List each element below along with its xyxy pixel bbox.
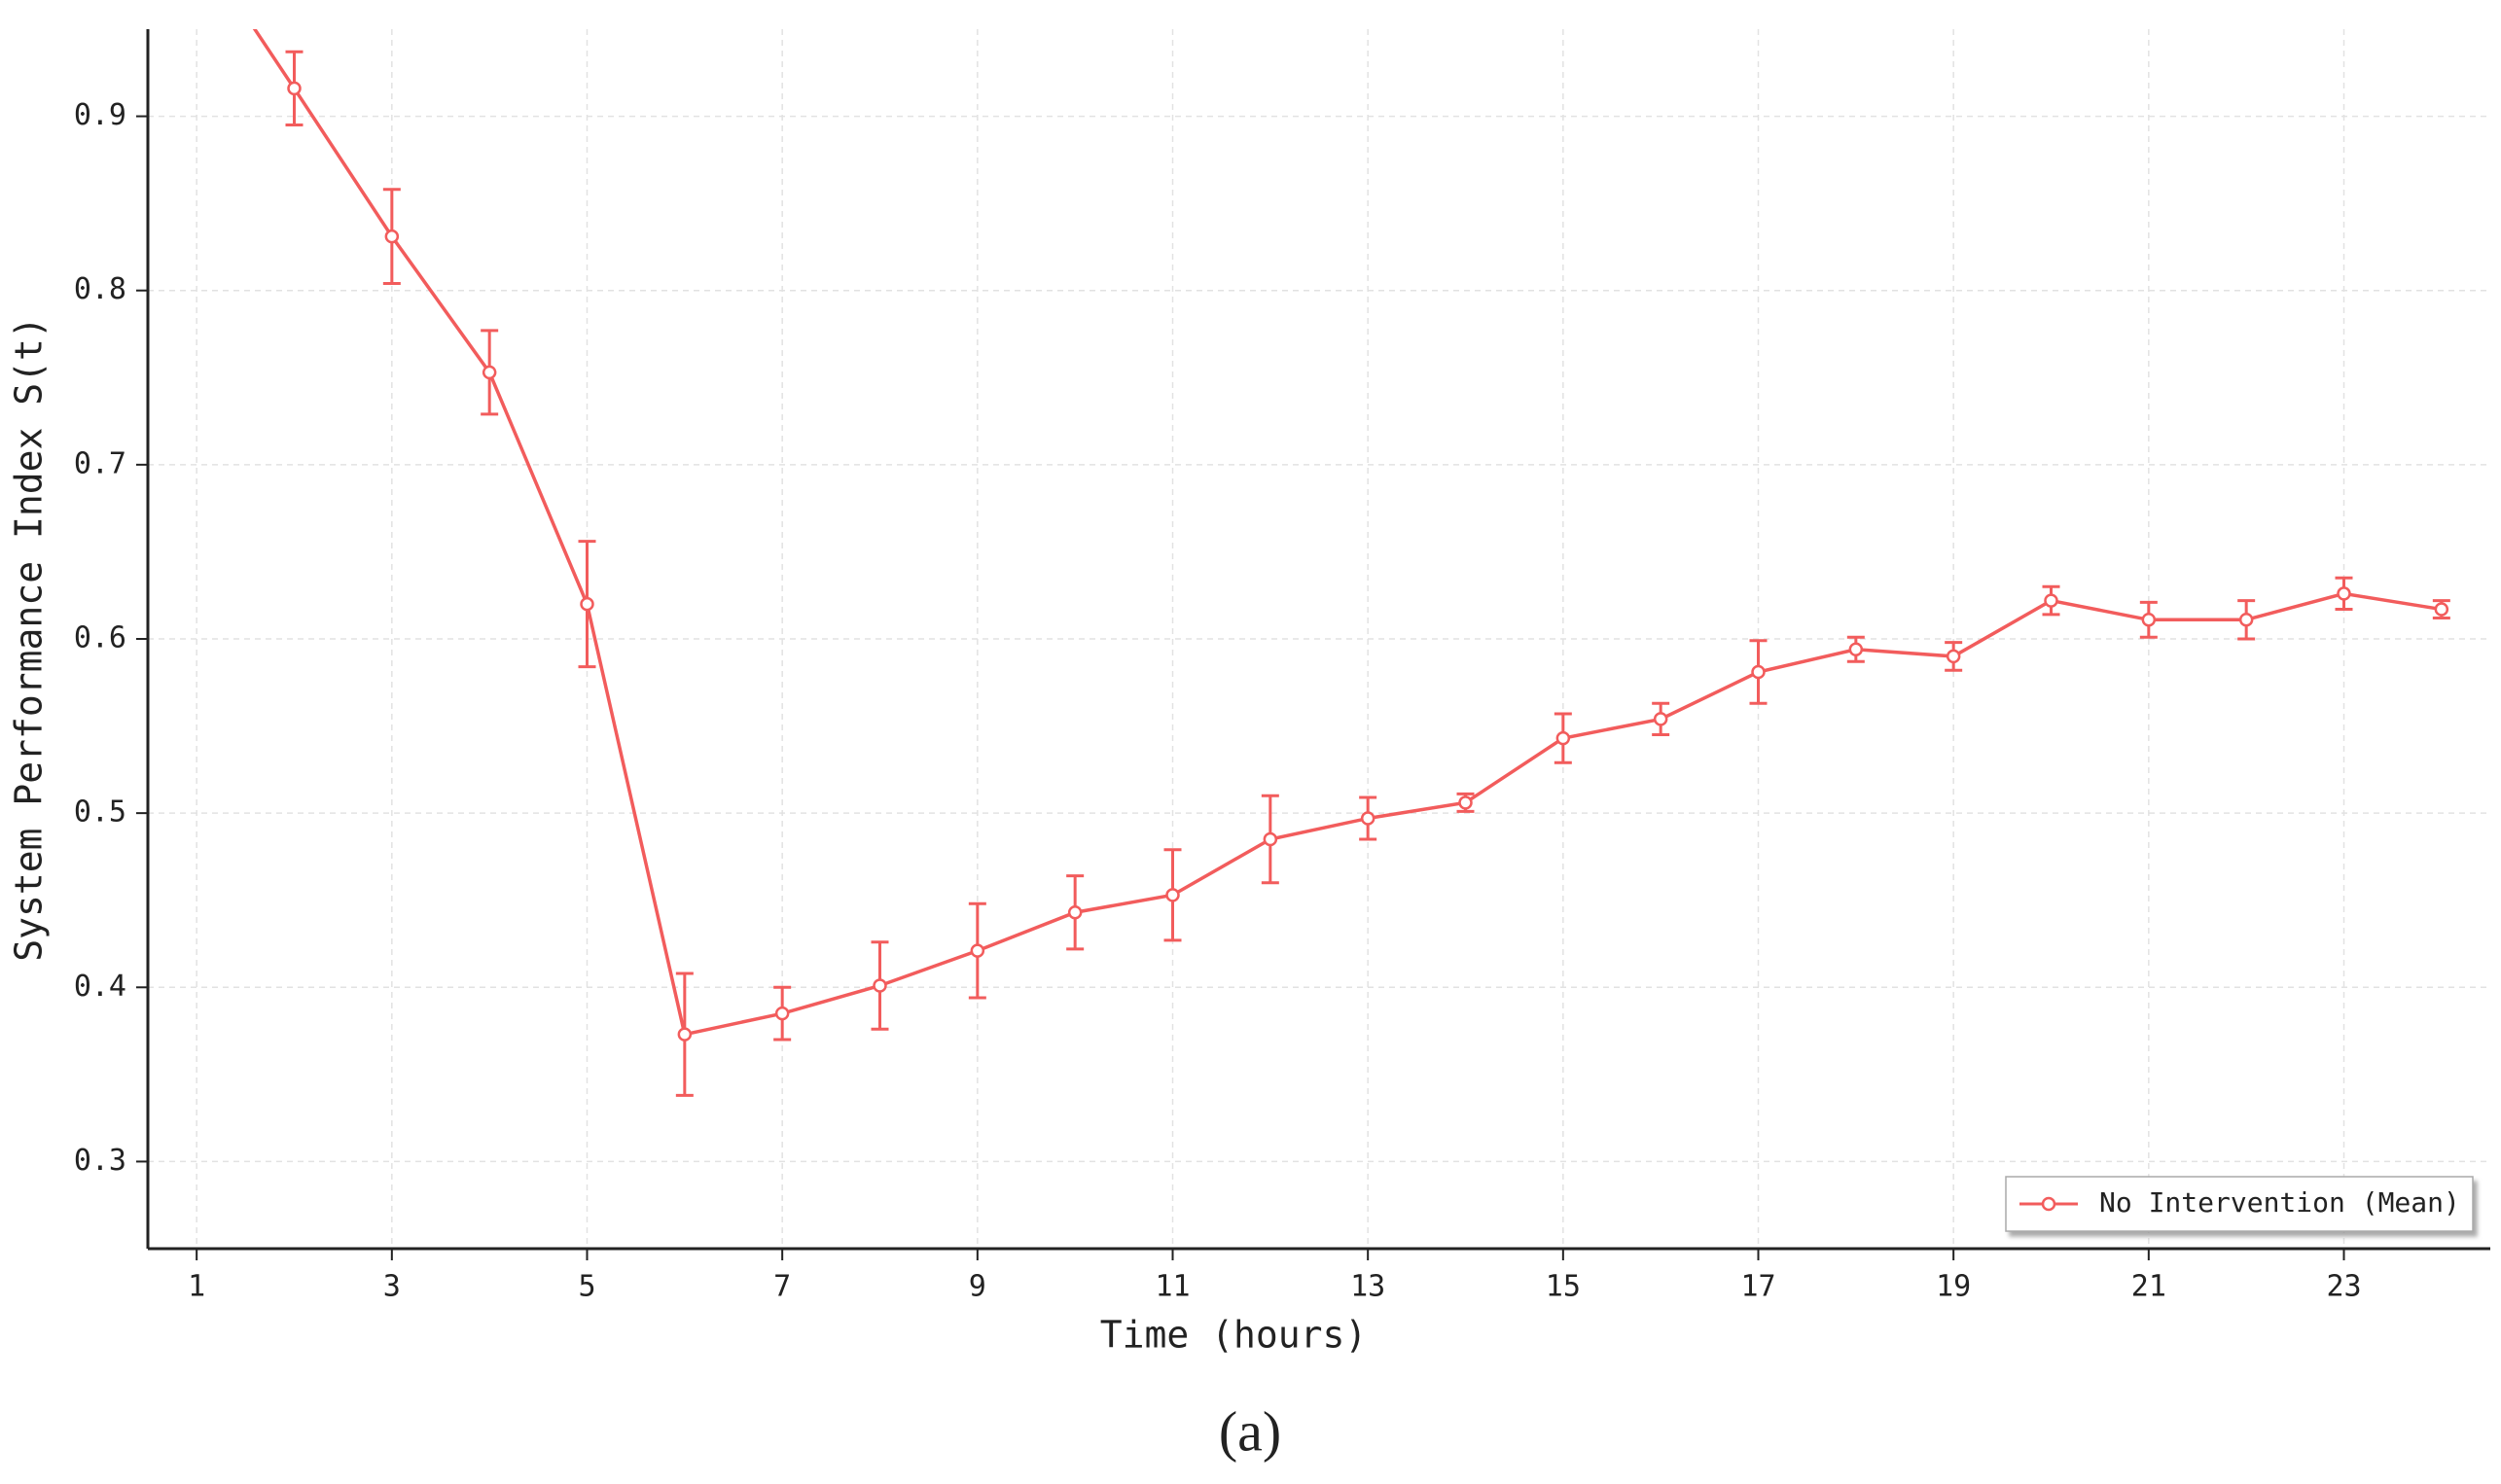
data-point [1653,712,1668,726]
y-tick-label: 0.5 [74,795,126,830]
x-tick-label: 15 [1546,1270,1581,1304]
x-tick-label: 21 [2131,1270,2166,1304]
x-tick-label: 17 [1740,1270,1775,1304]
data-point [1263,831,1278,847]
x-tick-label: 23 [2326,1270,2361,1304]
data-point [2238,613,2254,627]
data-point [1458,795,1473,810]
plot-area [252,29,2450,1097]
y-tick-label: 0.8 [74,272,126,306]
x-tick-label: 3 [383,1270,401,1304]
y-tick-label: 0.7 [74,446,126,480]
data-point [384,229,400,244]
data-point [1946,649,1961,664]
data-point [2434,602,2449,617]
data-line [252,29,2443,1037]
data-point [1555,730,1571,746]
x-tick-label: 11 [1155,1270,1190,1304]
legend-marker [2041,1196,2056,1212]
x-tick-label: 5 [578,1270,595,1304]
y-tick-label: 0.9 [74,98,126,132]
y-tick-label: 0.3 [74,1144,126,1178]
y-axis-label: System Performance Index S(t) [8,316,51,961]
data-point [677,1027,693,1042]
data-point [970,943,985,958]
y-tick-label: 0.6 [74,621,126,655]
data-point [2337,586,2351,601]
data-point [2044,593,2058,608]
x-tick-label: 1 [188,1270,205,1304]
x-tick-label: 9 [969,1270,986,1304]
y-tick-label: 0.4 [74,970,126,1004]
x-tick-label: 13 [1350,1270,1385,1304]
data-point [1751,664,1766,680]
caption: (a) [1219,1399,1281,1463]
data-point [1848,642,1864,656]
data-point [482,365,497,380]
data-point [774,1006,790,1021]
x-tick-label: 19 [1936,1270,1971,1304]
data-point [580,596,594,612]
data-point [2141,613,2157,627]
legend-box [2005,1176,2474,1232]
x-tick-label: 7 [773,1270,791,1304]
data-point [1165,888,1180,902]
x-axis-label: Time (hours) [1100,1314,1368,1357]
data-point [1360,811,1376,826]
legend-label: No Intervention (Mean) [2099,1186,2460,1219]
data-point [287,81,302,96]
data-point [873,978,887,993]
data-point [1067,905,1083,920]
